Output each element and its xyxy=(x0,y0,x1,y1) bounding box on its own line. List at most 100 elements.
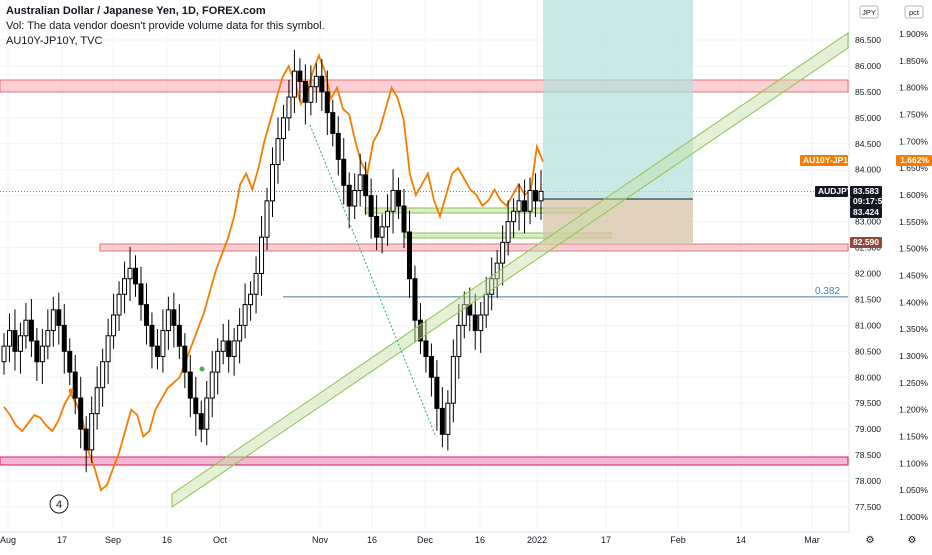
candle-body xyxy=(198,413,204,430)
candle-body xyxy=(204,397,210,430)
last-price-tag-bg xyxy=(850,186,882,197)
candle-body xyxy=(149,324,155,347)
candle-body xyxy=(297,70,303,83)
wave-trendline[interactable] xyxy=(309,124,437,438)
candle-body xyxy=(478,314,484,332)
position-box[interactable] xyxy=(543,0,693,243)
candle-body xyxy=(61,324,67,352)
candle xyxy=(522,179,528,234)
candle xyxy=(516,183,522,231)
candle xyxy=(12,309,18,371)
resistance-zone[interactable] xyxy=(0,79,849,93)
pct-unit-button[interactable] xyxy=(904,5,924,19)
candle xyxy=(242,283,248,339)
time-tick-label: 2022 xyxy=(527,535,547,545)
candle-body xyxy=(319,75,325,93)
pct-tick-label: 1.350% xyxy=(899,324,928,334)
price-tick-label: 86.000 xyxy=(855,61,881,71)
pct-tick-label: 1.850% xyxy=(899,56,928,66)
candle-body xyxy=(116,293,122,316)
candle xyxy=(259,215,265,296)
symbol-title[interactable]: Australian Dollar / Japanese Yen, 1D, FO… xyxy=(6,5,266,17)
candle xyxy=(313,63,319,103)
candle-body xyxy=(111,314,117,337)
candle-body xyxy=(83,428,89,451)
ascending-channel[interactable] xyxy=(171,32,849,508)
stop-loss-area[interactable] xyxy=(543,199,693,243)
settings-icon[interactable]: ⚙ xyxy=(866,535,875,546)
candle-body xyxy=(220,340,226,352)
candle xyxy=(401,188,407,249)
candle xyxy=(28,298,34,358)
candle xyxy=(406,210,412,298)
candle xyxy=(149,312,155,369)
countdown-tag: 09:17:54 xyxy=(853,196,887,206)
au10y-jp10y-line[interactable] xyxy=(3,52,544,492)
pct-tick-label: 1.150% xyxy=(899,432,928,442)
candle-body xyxy=(56,309,62,326)
candle-body xyxy=(280,117,286,140)
pct-tick-label: 1.200% xyxy=(899,405,928,415)
candle-body xyxy=(23,319,29,337)
jpy-unit-button[interactable] xyxy=(859,5,879,19)
wave-4-label: 4 xyxy=(56,499,62,511)
candle-body xyxy=(193,397,199,415)
pct-tick-label: 1.900% xyxy=(899,29,928,39)
candle-body xyxy=(341,158,347,186)
axis-settings-icon[interactable]: ⚙ xyxy=(908,535,917,546)
candle-body xyxy=(472,314,478,332)
candle-body xyxy=(67,350,73,373)
candle xyxy=(319,59,325,112)
candle xyxy=(264,187,270,251)
time-tick-label: Oct xyxy=(213,535,228,545)
time-tick-label: 16 xyxy=(367,535,377,545)
candle-body xyxy=(445,402,451,435)
candle xyxy=(275,117,281,184)
candle-body xyxy=(122,278,128,295)
candle-body xyxy=(505,221,511,243)
pct-tick-label: 1.750% xyxy=(899,110,928,120)
candle xyxy=(100,348,106,407)
candle xyxy=(538,170,544,221)
pct-tick-label: 1.000% xyxy=(899,512,928,522)
candle xyxy=(133,255,139,297)
candle-body xyxy=(275,138,281,166)
candle-body xyxy=(154,345,160,358)
wave-4-circle[interactable] xyxy=(49,494,69,514)
candle xyxy=(297,58,303,101)
candle-body xyxy=(406,231,412,280)
candle xyxy=(204,380,210,446)
drawings-group[interactable]: 4 xyxy=(49,32,849,514)
candle xyxy=(215,338,221,395)
candle-body xyxy=(89,413,95,451)
support-zone-bottom[interactable] xyxy=(0,456,849,466)
price-tick-label: 78.500 xyxy=(855,450,881,460)
candle xyxy=(122,261,128,314)
overlay-series xyxy=(3,52,544,492)
candle-body xyxy=(450,356,456,404)
price-tick-label: 79.500 xyxy=(855,398,881,408)
candle-body xyxy=(291,70,297,98)
candle-body xyxy=(401,205,407,233)
candle xyxy=(533,173,539,217)
candle xyxy=(527,177,533,225)
candle-body xyxy=(50,309,56,332)
candle xyxy=(330,99,336,147)
overlay-value-tag: 1.662% xyxy=(900,155,929,165)
overlay-symbol-label[interactable]: AU10Y-JP10Y, TVC xyxy=(6,35,103,47)
candle xyxy=(335,116,341,176)
price-axis-bg xyxy=(850,0,932,550)
candle-body xyxy=(379,226,385,238)
support-zone-mid[interactable] xyxy=(99,243,849,252)
candle-body xyxy=(127,267,133,280)
candle xyxy=(143,283,149,345)
price-tick-label: 84.500 xyxy=(855,139,881,149)
profit-target-area[interactable] xyxy=(543,0,693,199)
candle-body xyxy=(538,190,544,202)
candle-body xyxy=(396,189,402,207)
support-price-tag: 82.590 xyxy=(853,237,879,247)
candle-body xyxy=(346,184,352,207)
candle-body xyxy=(390,189,396,212)
candle-body xyxy=(100,361,106,389)
